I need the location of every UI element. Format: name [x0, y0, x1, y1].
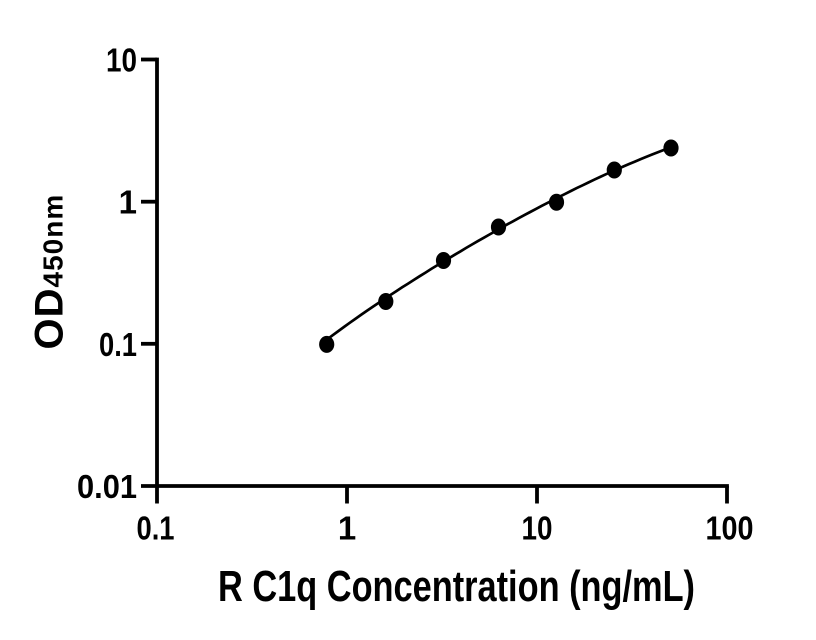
svg-text:0.1: 0.1 — [137, 510, 175, 547]
svg-text:1: 1 — [338, 510, 356, 547]
svg-text:10: 10 — [106, 42, 137, 79]
svg-text:1: 1 — [119, 184, 137, 221]
svg-text:0.01: 0.01 — [77, 468, 137, 505]
svg-text:OD450nm: OD450nm — [28, 194, 72, 350]
svg-text:R C1q Concentration (ng/mL): R C1q Concentration (ng/mL) — [218, 562, 695, 611]
svg-text:100: 100 — [706, 510, 754, 547]
svg-text:10: 10 — [522, 510, 553, 547]
svg-text:0.1: 0.1 — [99, 326, 137, 363]
